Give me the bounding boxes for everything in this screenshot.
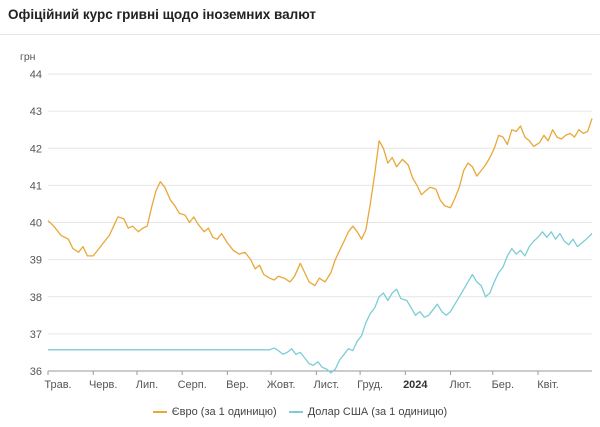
legend-swatch: [152, 411, 167, 413]
y-tick-label: 42: [30, 143, 42, 155]
y-tick-label: 40: [30, 218, 42, 230]
x-tick-label: Квіт.: [537, 379, 559, 391]
x-tick-label: 2024: [403, 379, 428, 391]
y-tick-label: 36: [30, 366, 42, 378]
legend-item-1[interactable]: Долар США (за 1 одиницю): [288, 406, 448, 418]
legend-item-0[interactable]: Євро (за 1 одиницю): [152, 406, 277, 418]
x-tick-label: Жовт.: [267, 379, 296, 391]
series-lines: [47, 118, 593, 374]
y-axis-ticks: 36 37 38 39 40 41 42 43 44: [30, 69, 42, 378]
x-tick-label: Лип.: [136, 379, 158, 391]
y-tick-label: 44: [30, 69, 42, 81]
x-tick-label: Лист.: [313, 379, 339, 391]
y-tick-label: 41: [30, 180, 42, 192]
y-tick-label: 39: [30, 255, 42, 267]
page-title: Офіційний курс гривні щодо іноземних вал…: [8, 7, 317, 22]
x-tick-label: Лют.: [449, 379, 471, 391]
x-tick-label: Серп.: [178, 379, 207, 391]
chart-legend: Євро (за 1 одиницю) Долар США (за 1 одини…: [0, 404, 600, 418]
legend-label: Долар США (за 1 одиницю): [307, 406, 448, 418]
x-axis-ticks: Трав. Черв. Лип. Серп. Вер. Жовт. Лист. Груд. 20…: [44, 371, 559, 391]
series-line-0: [47, 118, 593, 287]
series-line-1: [48, 231, 593, 374]
y-tick-label: 37: [30, 329, 42, 341]
x-tick-label: Вер.: [226, 379, 249, 391]
x-tick-label: Трав.: [44, 379, 71, 391]
x-tick-label: Бер.: [492, 379, 515, 391]
y-tick-label: 43: [30, 106, 42, 118]
legend-label: Євро (за 1 одиницю): [171, 406, 277, 418]
x-tick-label: Груд.: [357, 379, 383, 391]
y-axis-label: грн: [20, 51, 36, 63]
grid-lines: [48, 73, 592, 372]
y-tick-label: 38: [30, 292, 42, 304]
legend-swatch: [288, 411, 303, 413]
x-tick-label: Черв.: [89, 379, 117, 391]
title-divider: [0, 34, 600, 35]
exchange-rate-chart: 36 37 38 39 40 41 42 43 44 Трав. Черв. Лип. Серп. Ве…: [20, 51, 593, 391]
